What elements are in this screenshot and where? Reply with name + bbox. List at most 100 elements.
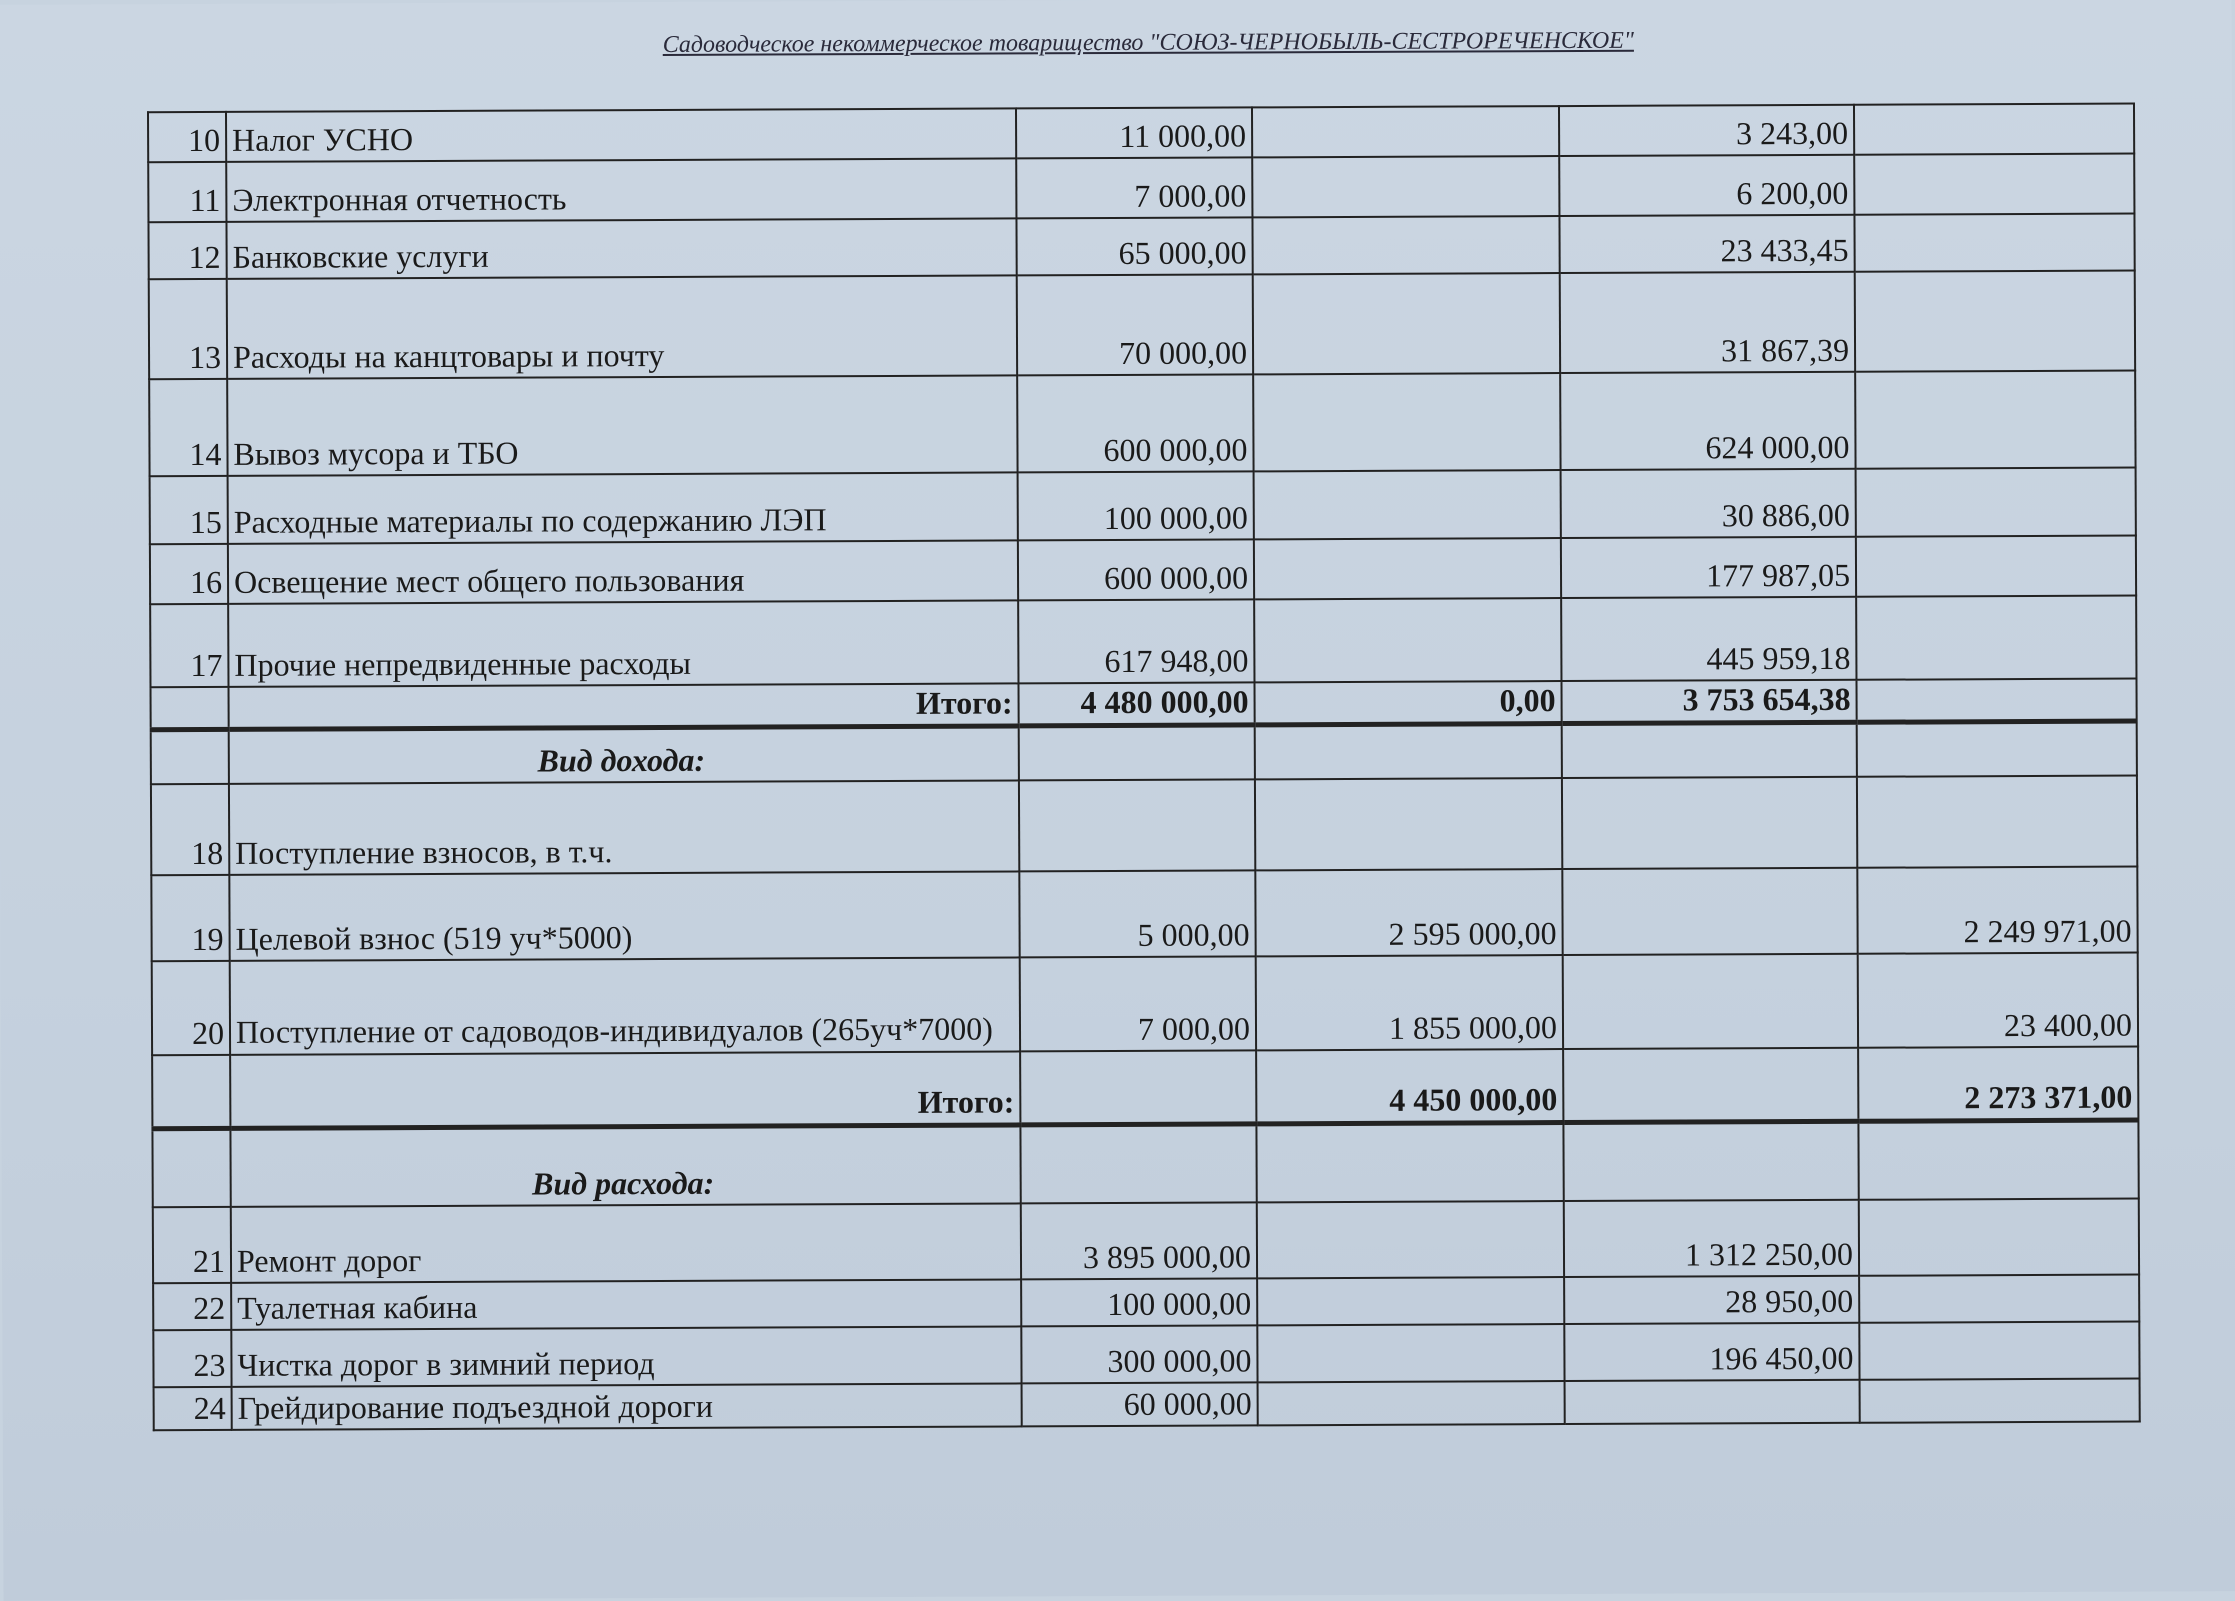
row-number-cell: 10 (147, 111, 227, 163)
planned-amount-cell (1254, 777, 1563, 870)
actual-income-cell (1853, 103, 2135, 155)
actual-expense-cell: 6 200,00 (1559, 154, 1855, 217)
actual-income-cell (1854, 153, 2135, 215)
row-number-cell (152, 1054, 231, 1129)
row-number-cell: 19 (151, 874, 230, 961)
row-number-cell: 14 (149, 378, 228, 477)
planned-amount-cell (1252, 273, 1561, 375)
actual-income-cell (1859, 1274, 2140, 1323)
actual-expense-cell: 1 312 250,00 (1563, 1199, 1860, 1277)
item-name-cell: Вид дохода: (228, 725, 1019, 784)
row-number-cell (150, 729, 229, 784)
planned-amount-cell (1257, 1323, 1565, 1382)
unit-amount-cell: 617 948,00 (1018, 599, 1255, 684)
actual-income-cell (1856, 678, 2137, 723)
planned-amount-cell (1253, 538, 1562, 600)
table-row: 17 Прочие непредвиденные расходы 617 948,0… (150, 595, 2137, 688)
actual-income-cell (1855, 535, 2137, 597)
planned-amount-cell (1256, 1200, 1565, 1278)
actual-income-cell: 2 273 371,00 (1858, 1046, 2139, 1122)
planned-amount-cell (1253, 470, 1561, 540)
item-name-cell: Расходы на канцтовары и почту (226, 275, 1018, 379)
total-row: Итого: 4 450 000,00 2 273 371,00 (152, 1046, 2139, 1129)
row-number-cell: 12 (148, 221, 227, 280)
item-name-cell: Вывоз мусора и ТБО (227, 375, 1018, 476)
actual-income-cell (1859, 1321, 2140, 1380)
actual-income-cell (1858, 1120, 2139, 1200)
table-row: 24 Грейдирование подъездной дороги 60 000,… (153, 1378, 2140, 1430)
item-name-cell: Прочие непредвиденные расходы (228, 600, 1019, 687)
actual-expense-cell (1562, 953, 1859, 1049)
unit-amount-cell: 5 000,00 (1019, 869, 1256, 957)
budget-table: 10 Налог УСНО 11 000,00 3 243,00 11 Электронн… (147, 103, 2141, 1431)
section-header-row: Вид дохода: (150, 721, 2137, 784)
item-name-cell: Расходные материалы по содержанию ЛЭП (227, 472, 1018, 544)
item-name-cell: Грейдирование подъездной дороги (231, 1382, 1022, 1430)
actual-income-cell (1856, 775, 2138, 868)
planned-amount-cell (1256, 1122, 1564, 1202)
actual-income-cell (1858, 1198, 2140, 1276)
section-header-row: Вид расхода: (152, 1120, 2139, 1207)
actual-income-cell (1859, 1378, 2140, 1423)
actual-expense-cell: 28 950,00 (1564, 1275, 1860, 1324)
table-row: 15 Расходные материалы по содержанию ЛЭП 1… (149, 467, 2136, 545)
row-number-cell: 13 (148, 278, 228, 380)
actual-expense-cell (1563, 1047, 1859, 1123)
item-name-cell: Чистка дорог в зимний период (231, 1325, 1022, 1387)
actual-expense-cell (1563, 1121, 1859, 1201)
row-number-cell (152, 1128, 231, 1207)
table-row: 12 Банковские услуги 65 000,00 23 433,45 (148, 213, 2135, 280)
item-name-cell: Электронная отчетность (226, 158, 1017, 222)
row-number-cell: 18 (150, 783, 230, 875)
actual-expense-cell: 3 753 654,38 (1561, 679, 1857, 724)
actual-expense-cell: 31 867,39 (1559, 271, 1856, 374)
planned-amount-cell (1252, 156, 1560, 218)
unit-amount-cell: 7 000,00 (1016, 157, 1253, 219)
organization-header: Садоводческое некоммерческое товариществ… (662, 27, 1634, 58)
table-row: 16 Освещение мест общего пользования 600 0… (149, 535, 2137, 605)
row-number-cell: 21 (152, 1206, 232, 1283)
unit-amount-cell: 3 895 000,00 (1020, 1201, 1258, 1279)
planned-amount-cell (1251, 106, 1560, 158)
row-number-cell: 15 (149, 475, 228, 545)
unit-amount-cell (1020, 1049, 1257, 1125)
unit-amount-cell: 600 000,00 (1017, 539, 1255, 601)
item-name-cell: Налог УСНО (225, 108, 1017, 162)
table-row: 18 Поступление взносов, в т.ч. (150, 775, 2138, 875)
actual-expense-cell (1561, 776, 1858, 869)
unit-amount-cell: 11 000,00 (1015, 107, 1253, 159)
actual-expense-cell: 624 000,00 (1560, 371, 1856, 471)
table-row: 13 Расходы на канцтовары и почту 70 000,00… (148, 270, 2136, 380)
unit-amount-cell: 600 000,00 (1017, 374, 1254, 473)
actual-expense-cell (1562, 867, 1858, 955)
item-name-cell: Целевой взнос (519 уч*5000) (229, 870, 1020, 961)
planned-amount-cell (1252, 216, 1560, 275)
actual-income-cell: 2 249 971,00 (1857, 866, 2138, 954)
planned-amount-cell: 2 595 000,00 (1255, 868, 1563, 956)
actual-income-cell (1854, 213, 2135, 272)
row-number-cell: 16 (149, 543, 229, 605)
unit-amount-cell: 4 480 000,00 (1018, 682, 1255, 726)
row-number-cell: 11 (148, 161, 227, 223)
unit-amount-cell (1018, 724, 1255, 780)
row-number-cell: 24 (153, 1386, 232, 1430)
planned-amount-cell (1257, 1276, 1565, 1325)
row-number-cell: 23 (153, 1329, 232, 1387)
planned-amount-cell (1254, 598, 1562, 683)
actual-income-cell (1855, 467, 2136, 537)
unit-amount-cell: 7 000,00 (1019, 955, 1257, 1051)
row-number-cell (150, 686, 229, 730)
actual-income-cell (1856, 595, 2137, 680)
unit-amount-cell: 60 000,00 (1021, 1381, 1258, 1426)
unit-amount-cell: 65 000,00 (1016, 217, 1253, 276)
item-name-cell: Итого: (228, 683, 1019, 730)
actual-income-cell (1856, 721, 2137, 777)
item-name-cell: Ремонт дорог (230, 1202, 1022, 1283)
planned-amount-cell: 1 855 000,00 (1255, 954, 1564, 1050)
unit-amount-cell: 100 000,00 (1017, 471, 1254, 541)
item-name-cell: Поступление взносов, в т.ч. (228, 779, 1020, 875)
item-name-cell: Банковские услуги (226, 218, 1017, 279)
unit-amount-cell (1018, 778, 1256, 871)
item-name-cell: Освещение мест общего пользования (227, 540, 1019, 604)
